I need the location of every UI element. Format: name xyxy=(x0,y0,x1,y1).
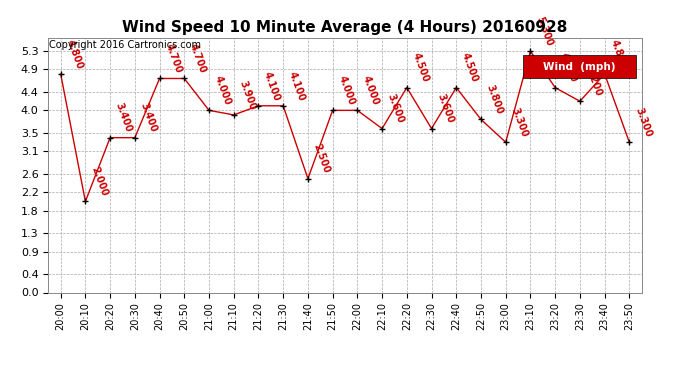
Text: 3.400: 3.400 xyxy=(139,102,159,134)
Text: 2.000: 2.000 xyxy=(89,165,109,198)
Text: 3.600: 3.600 xyxy=(435,93,455,125)
Text: 4.000: 4.000 xyxy=(336,74,356,107)
Text: 4.100: 4.100 xyxy=(262,70,282,102)
Text: 3.900: 3.900 xyxy=(237,79,257,111)
Text: 4.000: 4.000 xyxy=(361,74,381,107)
Title: Wind Speed 10 Minute Average (4 Hours) 20160928: Wind Speed 10 Minute Average (4 Hours) 2… xyxy=(122,20,568,35)
Text: 3.800: 3.800 xyxy=(484,83,504,116)
Text: 3.400: 3.400 xyxy=(114,102,134,134)
Text: 3.600: 3.600 xyxy=(386,93,406,125)
Text: 4.700: 4.700 xyxy=(164,42,183,75)
FancyBboxPatch shape xyxy=(523,56,635,78)
Text: 4.200: 4.200 xyxy=(584,65,604,98)
Text: 4.000: 4.000 xyxy=(213,74,233,107)
Text: 4.700: 4.700 xyxy=(188,42,208,75)
Text: 5.300: 5.300 xyxy=(534,15,554,48)
Text: 4.500: 4.500 xyxy=(559,52,579,84)
Text: 4.500: 4.500 xyxy=(411,52,431,84)
Text: Wind  (mph): Wind (mph) xyxy=(543,62,615,72)
Text: 3.300: 3.300 xyxy=(509,106,529,139)
Text: 2.500: 2.500 xyxy=(312,143,331,175)
Text: 4.500: 4.500 xyxy=(460,52,480,84)
Text: 4.100: 4.100 xyxy=(287,70,307,102)
Text: 3.300: 3.300 xyxy=(633,106,653,139)
Text: Copyright 2016 Cartronics.com: Copyright 2016 Cartronics.com xyxy=(50,40,201,50)
Text: 4.800: 4.800 xyxy=(609,38,629,70)
Text: 4.800: 4.800 xyxy=(64,38,84,70)
